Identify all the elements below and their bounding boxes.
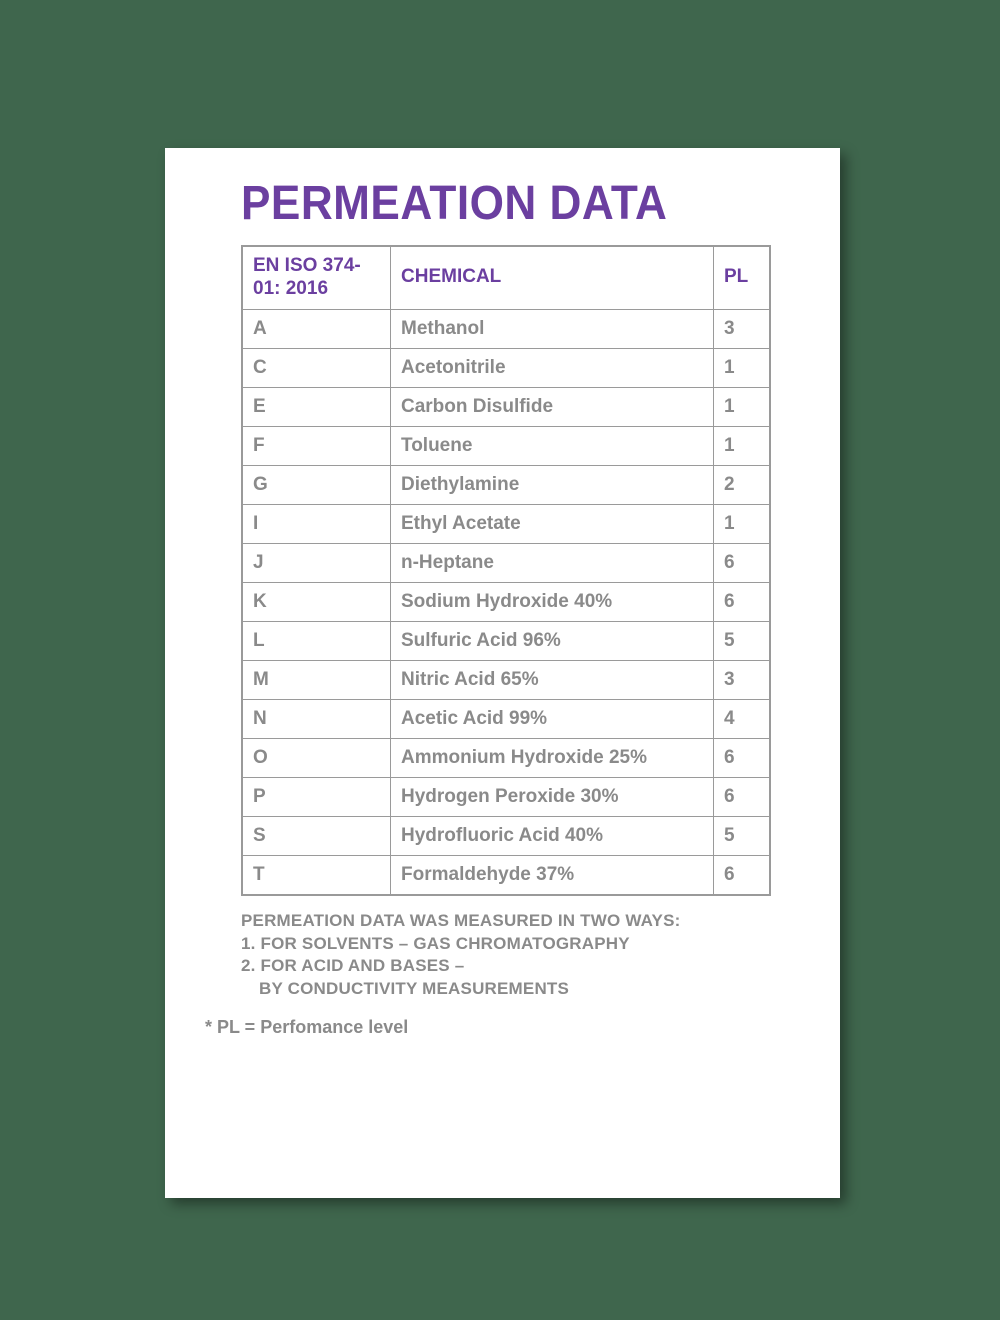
cell-code: P xyxy=(243,777,391,816)
cell-chemical: Diethylamine xyxy=(391,465,714,504)
cell-pl: 3 xyxy=(714,309,770,348)
table-row: SHydrofluoric Acid 40%5 xyxy=(243,816,770,855)
cell-code: K xyxy=(243,582,391,621)
table-body: AMethanol3CAcetonitrile1ECarbon Disulfid… xyxy=(243,309,770,894)
cell-chemical: Sodium Hydroxide 40% xyxy=(391,582,714,621)
cell-chemical: Toluene xyxy=(391,426,714,465)
footnote: * PL = Perfomance level xyxy=(205,1017,800,1038)
col-header-chemical: CHEMICAL xyxy=(391,247,714,310)
cell-code: L xyxy=(243,621,391,660)
cell-chemical: Methanol xyxy=(391,309,714,348)
table-row: NAcetic Acid 99%4 xyxy=(243,699,770,738)
cell-chemical: Ammonium Hydroxide 25% xyxy=(391,738,714,777)
cell-code: F xyxy=(243,426,391,465)
notes-item2b: BY CONDUCTIVITY MEASUREMENTS xyxy=(241,978,800,1001)
table-row: OAmmonium Hydroxide 25%6 xyxy=(243,738,770,777)
page-title: PERMEATION DATA xyxy=(241,176,755,231)
cell-chemical: Acetic Acid 99% xyxy=(391,699,714,738)
cell-pl: 5 xyxy=(714,621,770,660)
table-row: MNitric Acid 65%3 xyxy=(243,660,770,699)
cell-chemical: Carbon Disulfide xyxy=(391,387,714,426)
notes-item2a: 2. FOR ACID AND BASES – xyxy=(241,955,800,978)
cell-pl: 5 xyxy=(714,816,770,855)
cell-pl: 6 xyxy=(714,582,770,621)
cell-chemical: Acetonitrile xyxy=(391,348,714,387)
table-row: ECarbon Disulfide1 xyxy=(243,387,770,426)
cell-code: N xyxy=(243,699,391,738)
cell-code: C xyxy=(243,348,391,387)
permeation-table-wrap: EN ISO 374-01: 2016 CHEMICAL PL AMethano… xyxy=(241,245,771,896)
cell-pl: 1 xyxy=(714,504,770,543)
notes-block: PERMEATION DATA WAS MEASURED IN TWO WAYS… xyxy=(241,910,800,1002)
cell-code: G xyxy=(243,465,391,504)
cell-pl: 4 xyxy=(714,699,770,738)
cell-pl: 1 xyxy=(714,426,770,465)
cell-chemical: n-Heptane xyxy=(391,543,714,582)
table-row: IEthyl Acetate1 xyxy=(243,504,770,543)
cell-chemical: Sulfuric Acid 96% xyxy=(391,621,714,660)
cell-code: T xyxy=(243,855,391,894)
table-row: GDiethylamine2 xyxy=(243,465,770,504)
table-header-row: EN ISO 374-01: 2016 CHEMICAL PL xyxy=(243,247,770,310)
cell-pl: 6 xyxy=(714,855,770,894)
data-card: PERMEATION DATA EN ISO 374-01: 2016 CHEM… xyxy=(165,148,840,1198)
cell-pl: 1 xyxy=(714,387,770,426)
table-row: LSulfuric Acid 96%5 xyxy=(243,621,770,660)
cell-code: J xyxy=(243,543,391,582)
cell-code: O xyxy=(243,738,391,777)
cell-pl: 6 xyxy=(714,738,770,777)
table-row: TFormaldehyde 37%6 xyxy=(243,855,770,894)
col-header-pl: PL xyxy=(714,247,770,310)
cell-chemical: Ethyl Acetate xyxy=(391,504,714,543)
notes-item1: 1. FOR SOLVENTS – GAS CHROMATOGRAPHY xyxy=(241,933,800,956)
table-row: FToluene1 xyxy=(243,426,770,465)
cell-code: M xyxy=(243,660,391,699)
table-row: CAcetonitrile1 xyxy=(243,348,770,387)
cell-chemical: Hydrogen Peroxide 30% xyxy=(391,777,714,816)
cell-code: S xyxy=(243,816,391,855)
cell-code: A xyxy=(243,309,391,348)
table-row: Jn-Heptane6 xyxy=(243,543,770,582)
notes-intro: PERMEATION DATA WAS MEASURED IN TWO WAYS… xyxy=(241,910,800,933)
col-header-code: EN ISO 374-01: 2016 xyxy=(243,247,391,310)
cell-pl: 6 xyxy=(714,543,770,582)
cell-chemical: Nitric Acid 65% xyxy=(391,660,714,699)
cell-pl: 2 xyxy=(714,465,770,504)
cell-chemical: Hydrofluoric Acid 40% xyxy=(391,816,714,855)
table-row: PHydrogen Peroxide 30%6 xyxy=(243,777,770,816)
table-row: AMethanol3 xyxy=(243,309,770,348)
cell-code: I xyxy=(243,504,391,543)
permeation-table: EN ISO 374-01: 2016 CHEMICAL PL AMethano… xyxy=(242,246,770,895)
table-row: KSodium Hydroxide 40%6 xyxy=(243,582,770,621)
cell-pl: 1 xyxy=(714,348,770,387)
cell-pl: 6 xyxy=(714,777,770,816)
cell-pl: 3 xyxy=(714,660,770,699)
cell-code: E xyxy=(243,387,391,426)
cell-chemical: Formaldehyde 37% xyxy=(391,855,714,894)
